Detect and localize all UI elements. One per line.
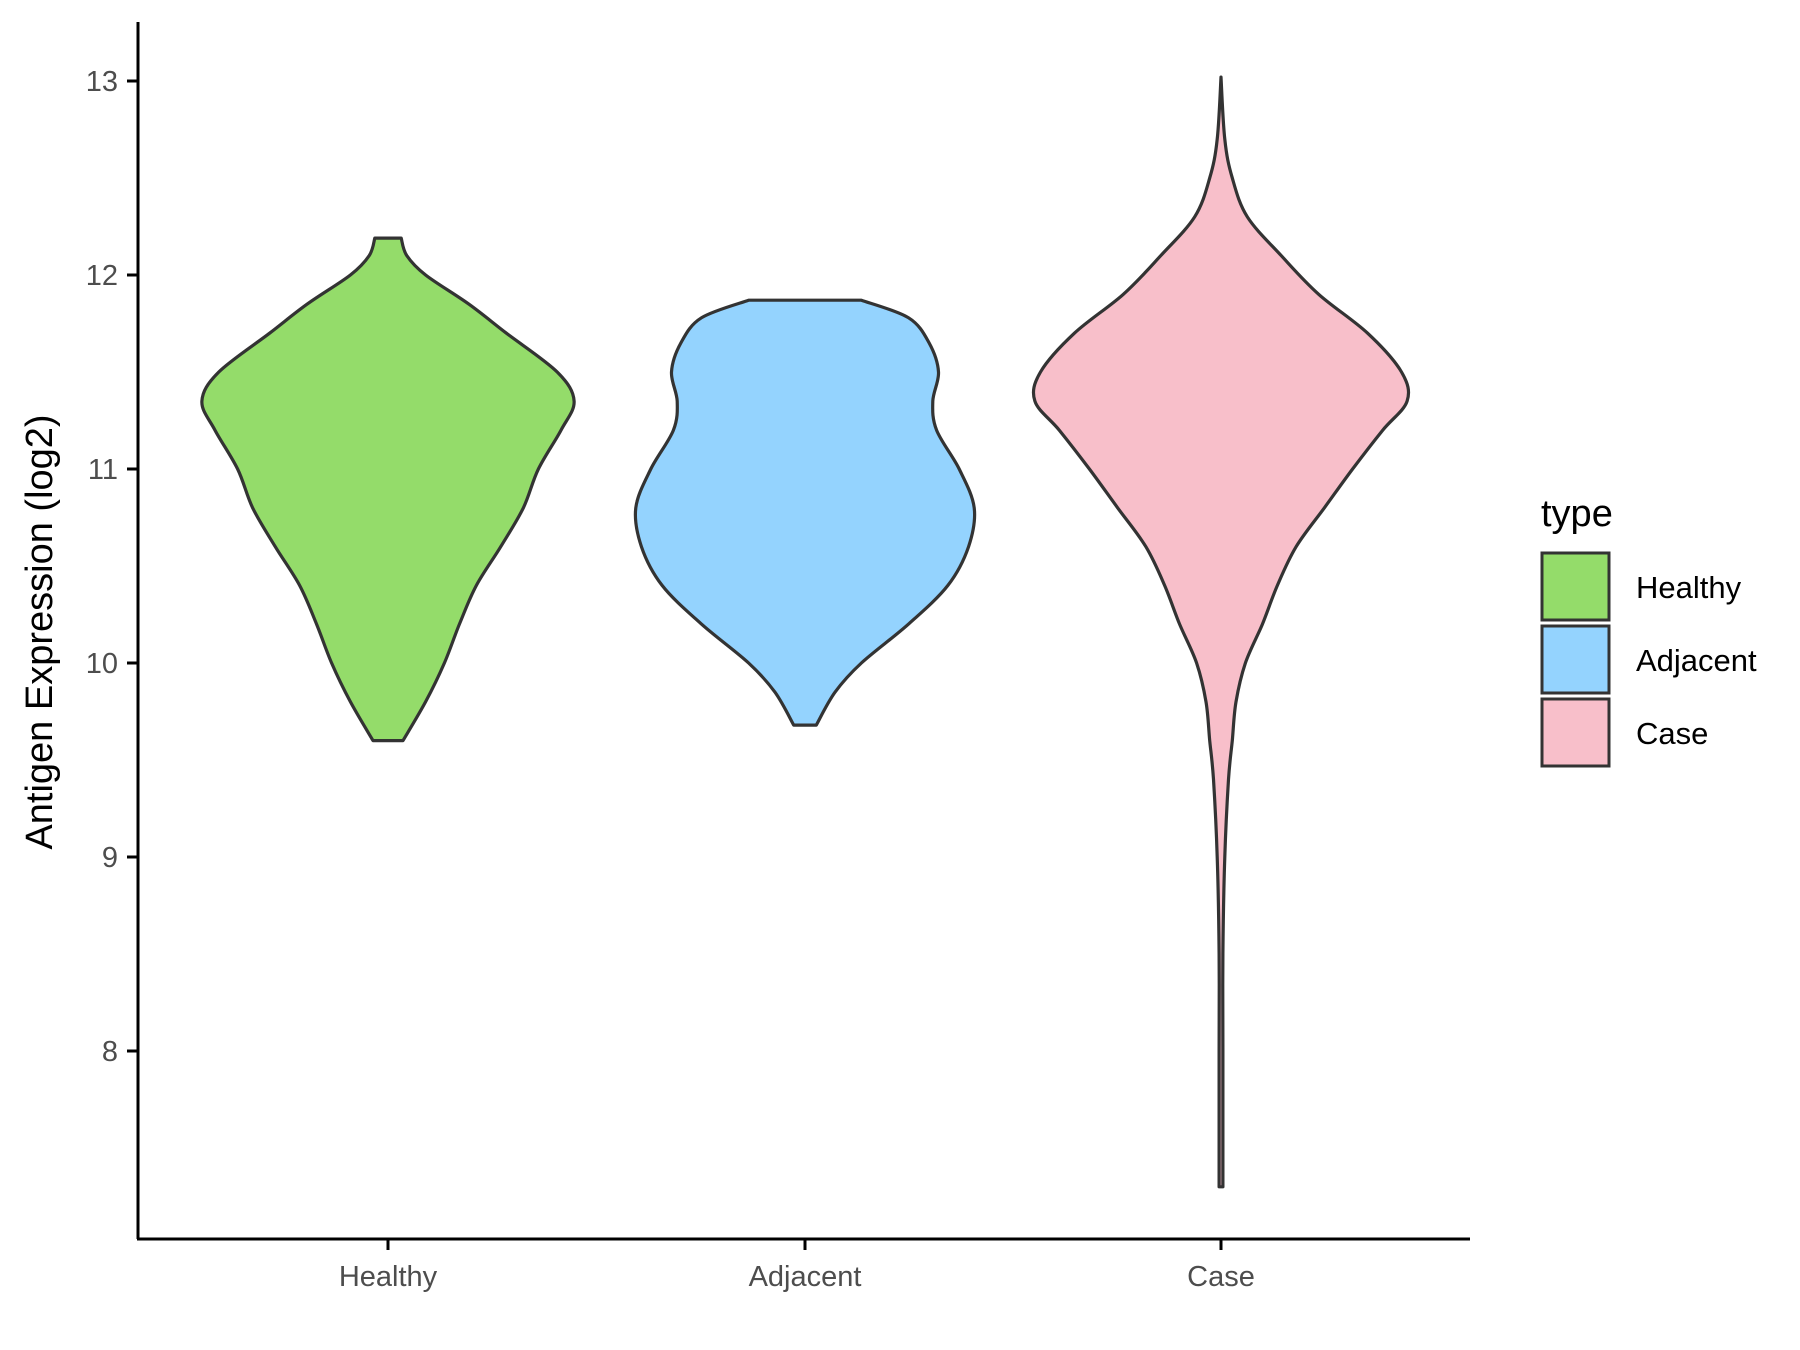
legend-key-healthy xyxy=(1540,551,1611,622)
violins-layer xyxy=(200,75,1411,1189)
y-tick-label: 9 xyxy=(102,842,118,874)
legend-title: type xyxy=(1541,493,1613,535)
violin-adjacent xyxy=(633,298,977,727)
violin-case xyxy=(1031,75,1411,1189)
y-tick-label: 12 xyxy=(86,260,118,292)
legend-label: Healthy xyxy=(1636,570,1742,605)
y-ticks: 8 9 10 11 12 13 xyxy=(86,66,138,1068)
legend-label: Adjacent xyxy=(1636,643,1757,678)
y-tick-label: 8 xyxy=(102,1036,118,1068)
x-tick-label: Case xyxy=(1187,1261,1255,1293)
y-axis-title: Antigen Expression (log2) xyxy=(19,414,61,849)
y-tick-label: 10 xyxy=(86,648,118,680)
legend-key-adjacent xyxy=(1540,624,1611,695)
violin-healthy xyxy=(200,236,576,743)
legend-label: Case xyxy=(1636,716,1708,751)
legend: Healthy Adjacent Case xyxy=(1540,551,1757,768)
y-tick-label: 13 xyxy=(86,66,118,98)
x-ticks: Healthy Adjacent Case xyxy=(339,1239,1255,1293)
legend-key-case xyxy=(1540,697,1611,768)
y-tick-label: 11 xyxy=(88,454,118,486)
x-tick-label: Healthy xyxy=(339,1261,438,1293)
x-tick-label: Adjacent xyxy=(749,1261,862,1293)
